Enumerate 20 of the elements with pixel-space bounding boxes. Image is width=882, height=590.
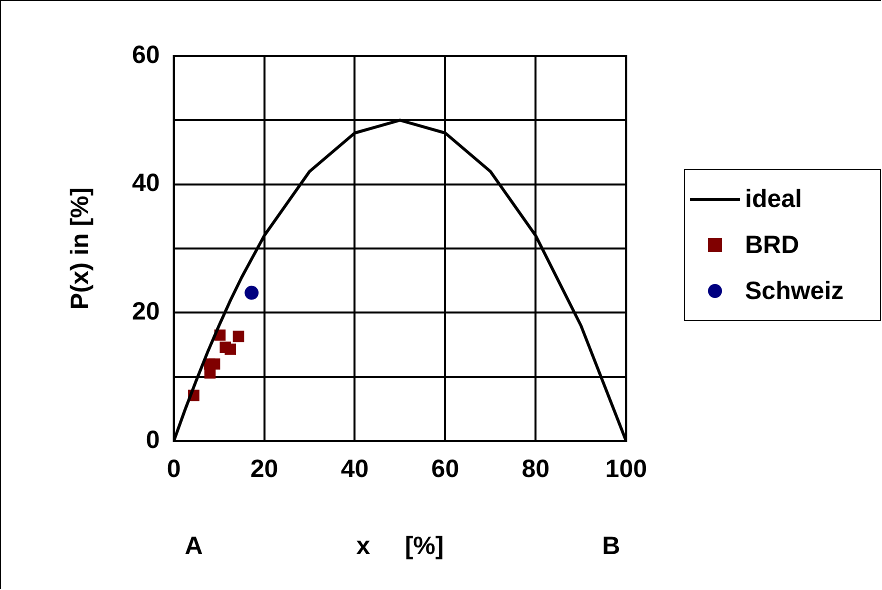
y-tick-label: 40 bbox=[132, 169, 160, 198]
x-axis-title: x [%] bbox=[356, 532, 444, 560]
y-axis-title: P(x) in [%] bbox=[66, 187, 94, 310]
point bbox=[224, 344, 236, 355]
text: B bbox=[602, 532, 620, 560]
y-tick-label: 0 bbox=[146, 426, 160, 454]
x-tick-label: 100 bbox=[605, 454, 648, 483]
legend-label: BRD bbox=[745, 230, 800, 260]
y-tick-label: 20 bbox=[132, 298, 160, 326]
x-tick-label: 80 bbox=[522, 454, 550, 483]
y-tick-label: 60 bbox=[132, 40, 160, 69]
point bbox=[244, 286, 259, 300]
legend-label: Schweiz bbox=[745, 276, 844, 306]
x-tick-label: 60 bbox=[431, 454, 460, 483]
x-tick-label: 0 bbox=[166, 454, 181, 483]
x-tick-label: 20 bbox=[250, 454, 278, 483]
legend-label: ideal bbox=[745, 184, 802, 214]
point bbox=[232, 330, 244, 342]
text: A bbox=[184, 532, 203, 560]
x-tick-label: 40 bbox=[340, 454, 369, 483]
